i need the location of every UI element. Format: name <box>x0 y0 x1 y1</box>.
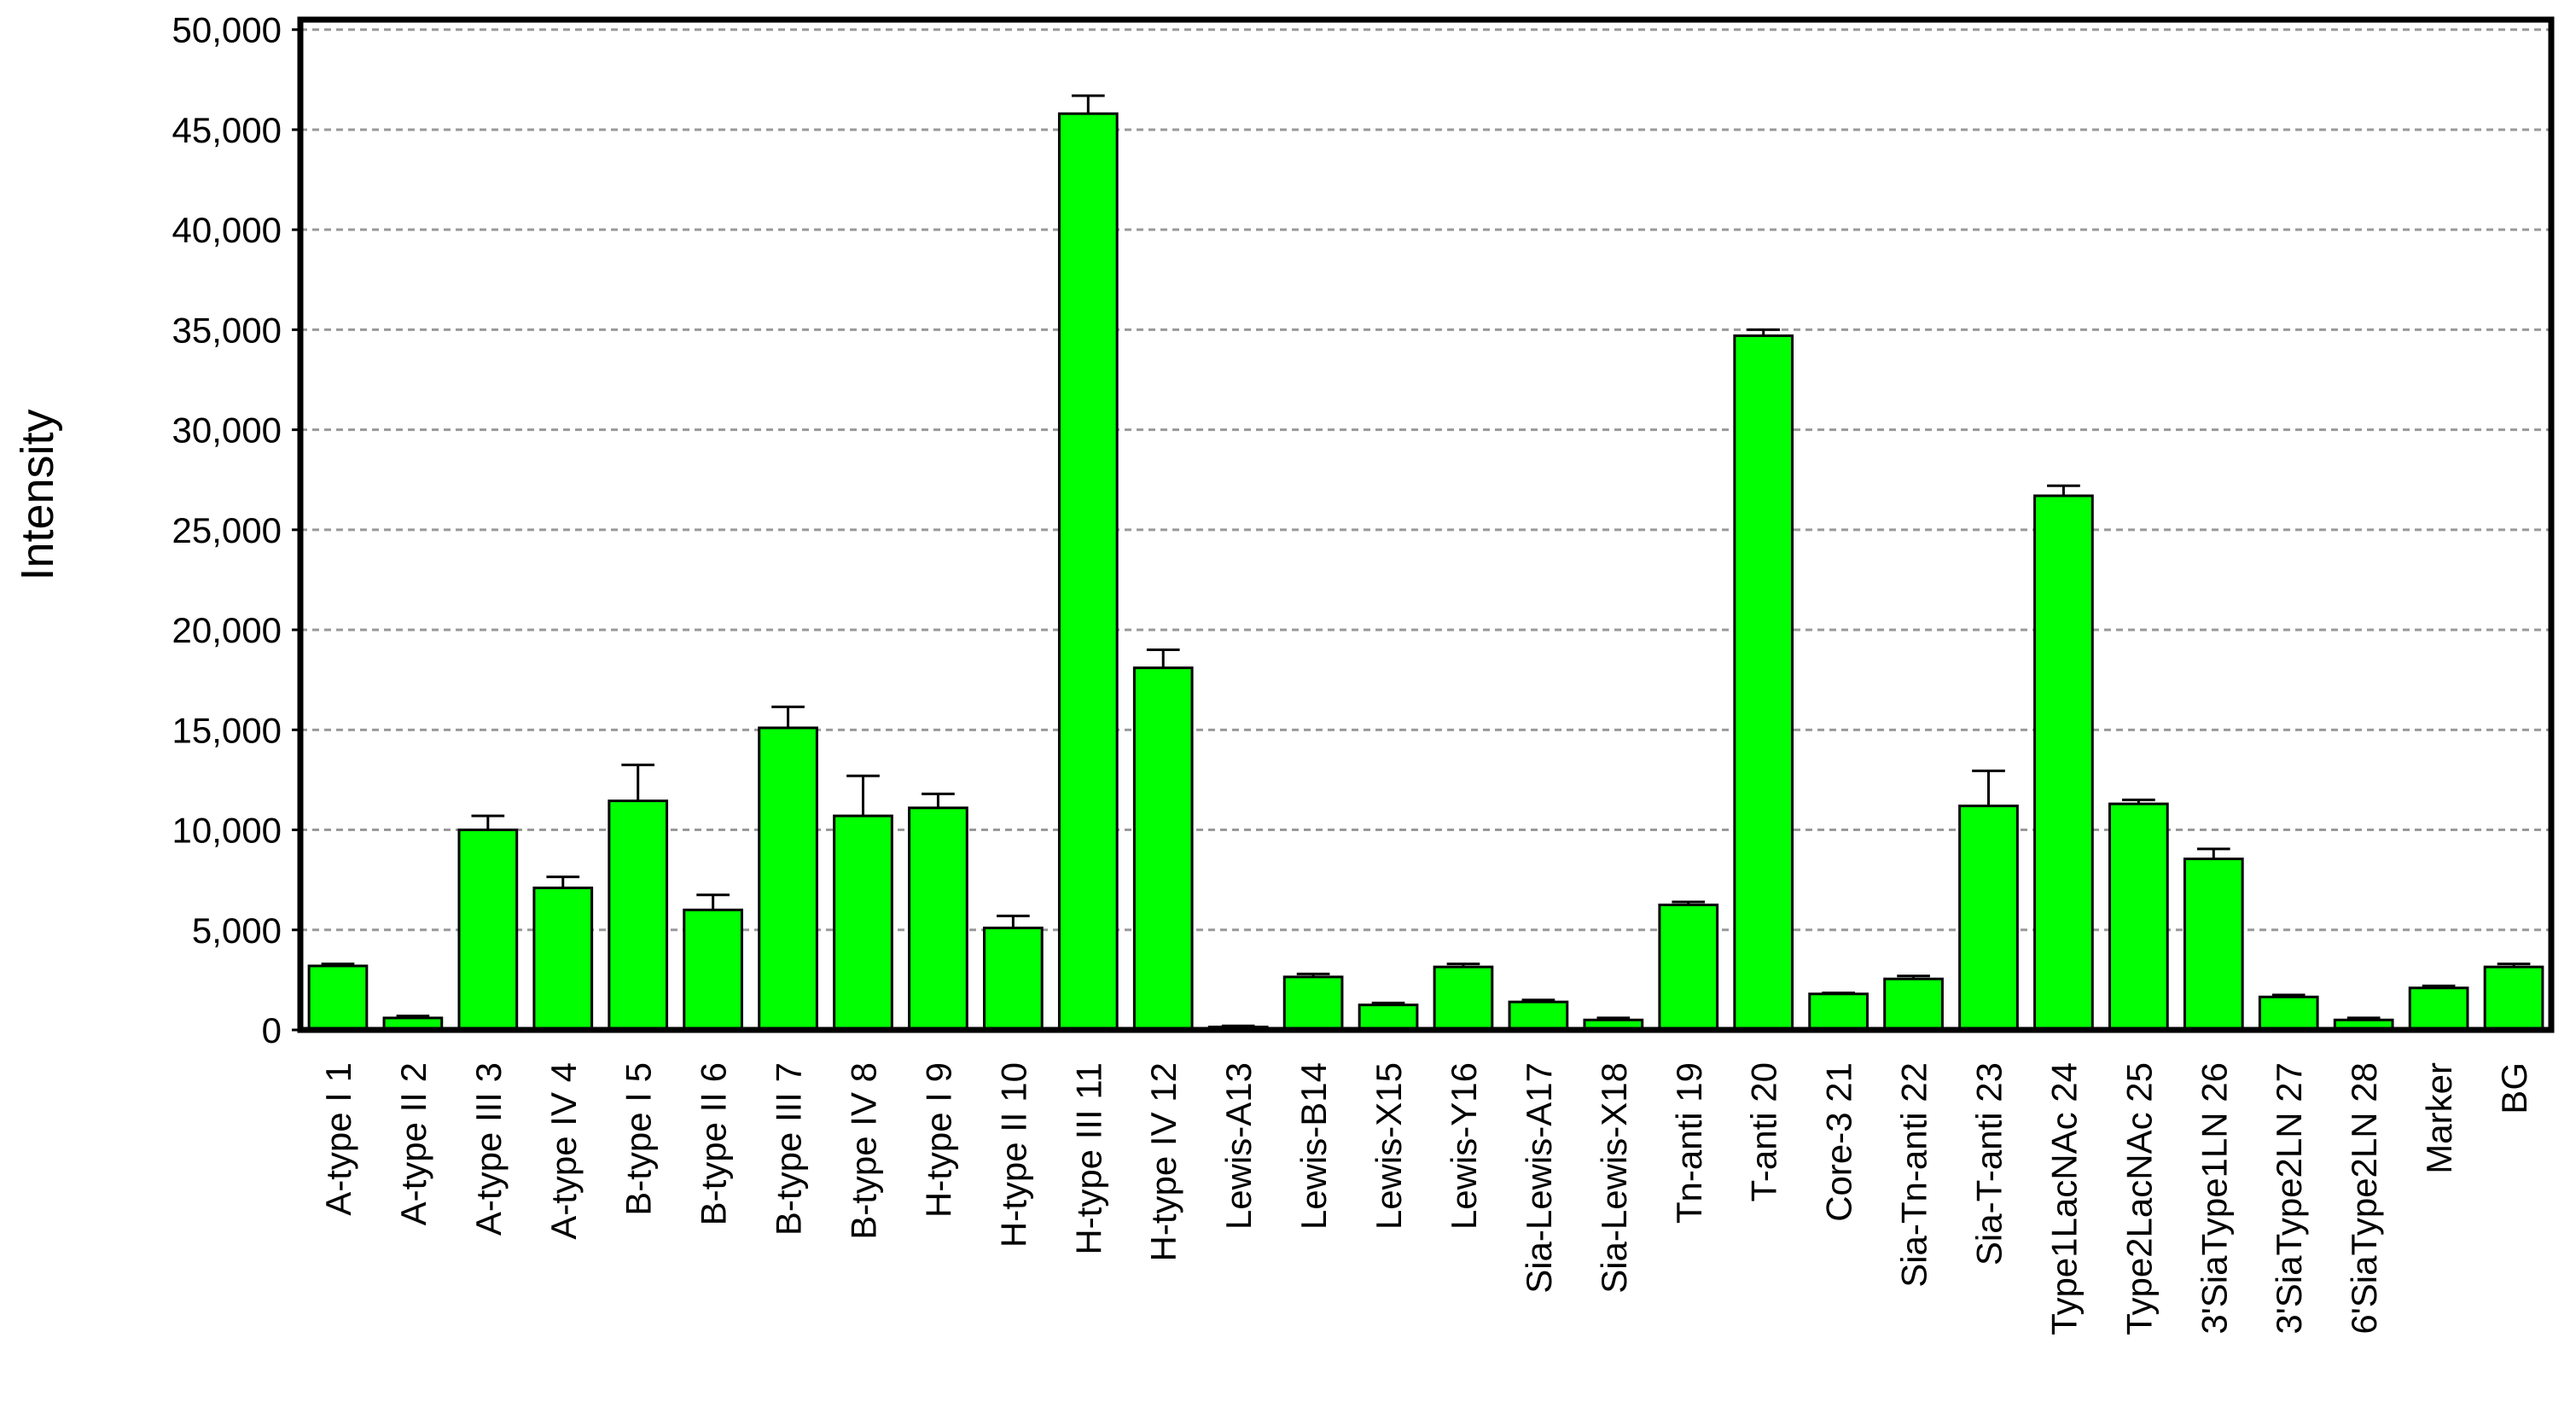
bar <box>457 829 519 1032</box>
bar <box>1658 903 1719 1032</box>
bar <box>1282 975 1344 1032</box>
x-tick-label: Lewis-Y16 <box>1444 1062 1484 1230</box>
x-tick-label: T-anti 20 <box>1744 1062 1784 1201</box>
bar <box>908 806 968 1032</box>
x-tick-label: 3'SiaType1LN 26 <box>2194 1062 2234 1335</box>
bar <box>1883 977 1944 1032</box>
y-tick-label: 15,000 <box>172 710 282 750</box>
bar <box>1132 666 1194 1032</box>
x-tick-label: BG <box>2494 1062 2534 1114</box>
bar <box>758 726 818 1032</box>
x-tick-label: Sia-Lewis-X18 <box>1594 1062 1634 1294</box>
x-tick-label: B-type I 5 <box>619 1062 659 1216</box>
x-tick-label: A-type I 1 <box>318 1062 358 1216</box>
x-tick-label: H-type I 9 <box>918 1062 958 1218</box>
x-tick-label: Type2LacNAc 25 <box>2119 1062 2159 1335</box>
x-tick-label: Tn-anti 19 <box>1669 1062 1709 1224</box>
y-tick-label: 45,000 <box>172 110 282 150</box>
x-tick-label: B-type II 6 <box>694 1062 734 1225</box>
y-axis-label: Intensity <box>12 409 63 580</box>
y-tick-label: 50,000 <box>172 10 282 50</box>
bar <box>2408 986 2469 1032</box>
x-tick-label: A-type III 3 <box>468 1062 509 1236</box>
bar <box>307 964 369 1032</box>
bar <box>1733 334 1794 1032</box>
bar <box>608 800 669 1032</box>
bar <box>1958 804 2019 1032</box>
x-tick-label: Type1LacNAc 24 <box>2044 1062 2084 1335</box>
bar <box>683 908 743 1032</box>
x-tick-label: B-type III 7 <box>769 1062 809 1236</box>
plot-frame <box>297 16 2555 1033</box>
y-tick-label: 5,000 <box>192 910 282 951</box>
y-tick-label: 40,000 <box>172 210 282 250</box>
y-tick-label: 30,000 <box>172 410 282 451</box>
x-tick-label: 3'SiaType2LN 27 <box>2269 1062 2309 1335</box>
x-tick-label: Core-3 21 <box>1819 1062 1859 1222</box>
x-tick-label: Lewis-X15 <box>1369 1062 1409 1230</box>
bar <box>983 926 1044 1032</box>
bar <box>532 887 594 1032</box>
bar <box>1433 965 1494 1032</box>
x-tick-label: A-type II 2 <box>393 1062 433 1225</box>
x-tick-label: Sia-Lewis-A17 <box>1519 1062 1559 1294</box>
x-tick-label: Sia-Tn-anti 22 <box>1894 1062 1934 1288</box>
x-tick-label: 6'SiaType2LN 28 <box>2344 1062 2384 1335</box>
bar <box>833 814 893 1032</box>
y-tick-label: 10,000 <box>172 811 282 851</box>
bar <box>1358 1003 1419 1032</box>
bar <box>2033 494 2094 1032</box>
x-tick-label: Lewis-A13 <box>1218 1062 1259 1230</box>
x-tick-label: H-type II 10 <box>993 1062 1033 1248</box>
x-tick-label: H-type IV 12 <box>1143 1062 1183 1261</box>
y-tick-label: 25,000 <box>172 510 282 550</box>
bar <box>2483 965 2544 1032</box>
x-tick-label: A-type IV 4 <box>544 1062 584 1240</box>
x-tick-label: B-type IV 8 <box>844 1062 884 1240</box>
bar <box>2183 858 2244 1032</box>
bar <box>1508 1000 1569 1032</box>
bar <box>1057 112 1119 1032</box>
y-tick-label: 0 <box>262 1010 282 1050</box>
x-tick-label: Marker <box>2419 1062 2459 1174</box>
bar <box>2258 995 2319 1032</box>
x-tick-label: Lewis-B14 <box>1294 1062 1334 1230</box>
y-tick-label: 35,000 <box>172 310 282 350</box>
bar <box>1808 992 1869 1032</box>
x-tick-label: H-type III 11 <box>1068 1062 1108 1255</box>
x-tick-label: Sia-T-anti 23 <box>1969 1062 2009 1265</box>
y-tick-label: 20,000 <box>172 610 282 650</box>
bar <box>2108 802 2169 1032</box>
